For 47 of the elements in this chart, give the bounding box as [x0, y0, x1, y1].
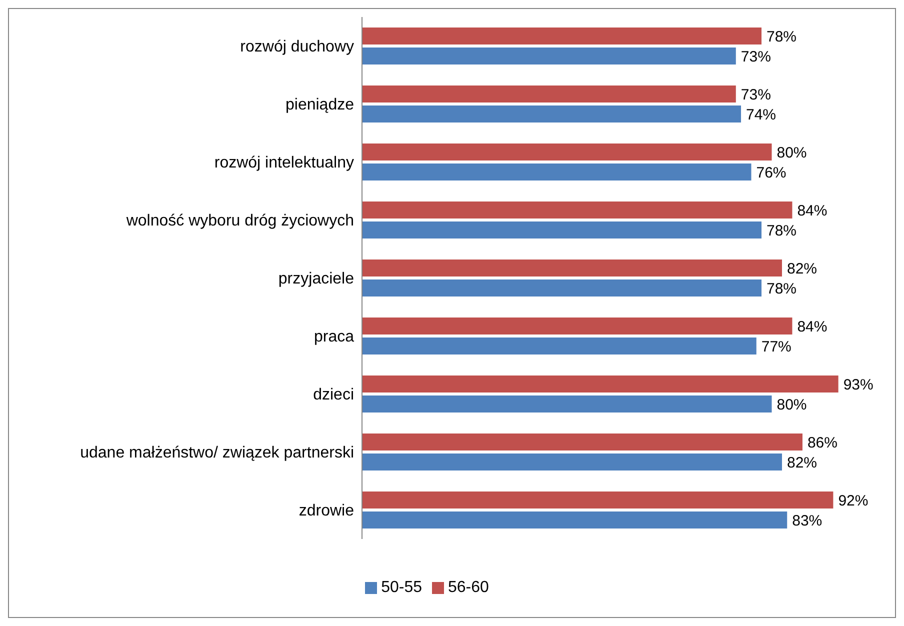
bar	[362, 491, 834, 508]
y-tick-label: udane małżeństwo/ związek partnerski	[80, 444, 354, 462]
legend-label: 50-55	[381, 579, 422, 596]
data-label: 92%	[838, 492, 868, 510]
bar	[362, 47, 736, 64]
y-tick-label: przyjaciele	[278, 270, 354, 288]
bar	[362, 201, 792, 218]
y-tick-label: dzieci	[313, 386, 354, 404]
data-label: 76%	[756, 164, 786, 182]
bar	[362, 163, 752, 180]
data-label: 82%	[786, 260, 818, 278]
data-label: 86%	[807, 434, 838, 452]
data-label: 73%	[740, 86, 771, 104]
data-label: 84%	[797, 318, 828, 336]
bar	[362, 105, 742, 122]
y-tick-label: zdrowie	[298, 502, 354, 520]
y-tick-label: wolność wyboru dróg życiowych	[125, 212, 354, 230]
data-label: 78%	[766, 280, 797, 298]
data-label: 74%	[746, 106, 776, 124]
data-label: 83%	[792, 512, 822, 530]
bar	[362, 221, 762, 238]
bar	[362, 511, 788, 528]
data-label: 80%	[776, 396, 807, 414]
data-label: 93%	[843, 376, 874, 394]
bar	[362, 453, 782, 470]
y-tick-label: rozwój duchowy	[240, 38, 354, 56]
data-label: 82%	[786, 454, 818, 472]
bar	[362, 143, 772, 160]
data-label: 78%	[766, 222, 797, 240]
bar	[362, 433, 802, 450]
data-label: 80%	[776, 144, 807, 162]
bar	[362, 85, 736, 102]
data-label: 78%	[766, 28, 797, 46]
bar	[362, 317, 792, 334]
data-label: 77%	[761, 338, 792, 356]
legend-label: 56-60	[448, 579, 489, 596]
y-tick-label: praca	[314, 328, 354, 346]
bar	[362, 27, 762, 44]
y-tick-label: rozwój intelektualny	[214, 154, 354, 172]
bar	[362, 279, 762, 296]
bar	[362, 375, 838, 392]
y-tick-label: pieniądze	[286, 96, 354, 114]
bar	[362, 395, 772, 412]
bar	[362, 337, 756, 354]
data-label: 73%	[740, 48, 771, 66]
bar	[362, 259, 782, 276]
data-label: 84%	[797, 202, 828, 220]
